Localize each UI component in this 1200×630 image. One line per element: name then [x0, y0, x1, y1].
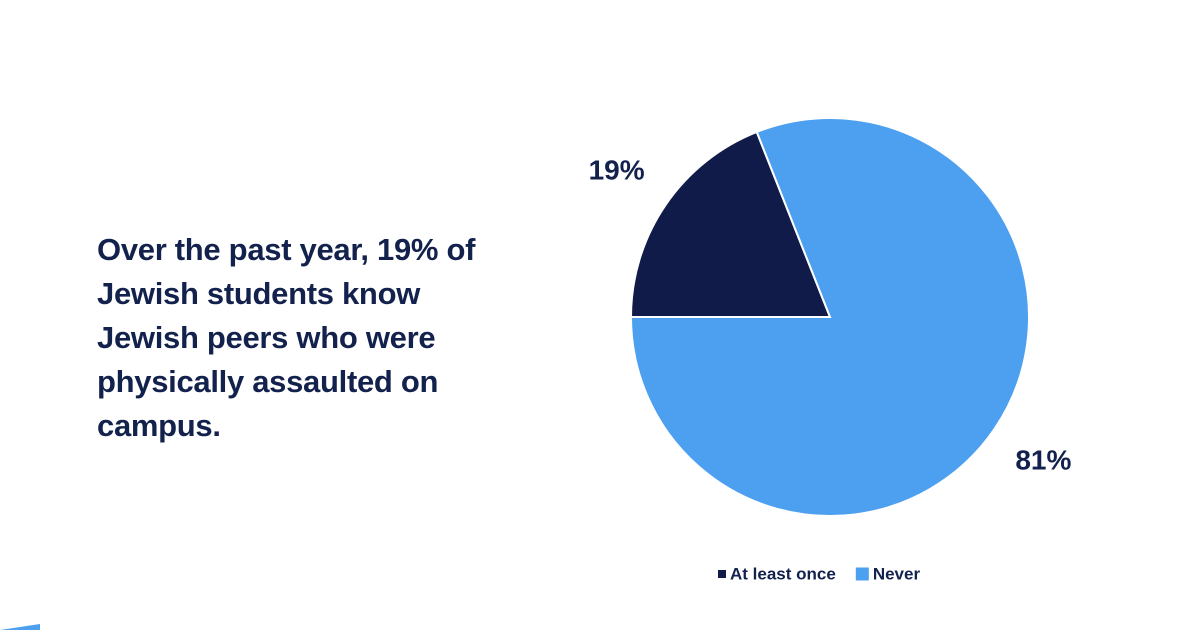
- data-label: 81%: [1015, 444, 1071, 475]
- legend-label: At least once: [730, 564, 836, 583]
- decoration: [0, 624, 40, 630]
- legend-swatch: [855, 567, 869, 581]
- legend-label: Never: [873, 564, 921, 583]
- pie-slice: [629, 130, 832, 318]
- pie-slice: [629, 117, 1030, 517]
- data-label: 19%: [589, 154, 645, 185]
- legend-swatch: [718, 570, 726, 578]
- chart-title: Over the past year, 19% of Jewish studen…: [97, 232, 476, 443]
